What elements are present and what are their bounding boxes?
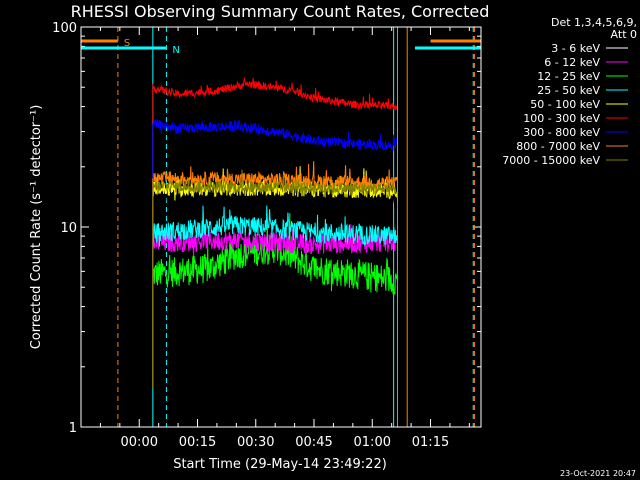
legend-label: 800 - 7000 keV [516, 140, 600, 153]
series-line [152, 77, 398, 111]
interval-label: S [124, 38, 130, 49]
x-tick-label: 01:15 [412, 435, 449, 450]
legend-label: 300 - 800 keV [523, 126, 600, 139]
series-line [152, 224, 398, 257]
series-line [152, 213, 398, 296]
series-line [152, 119, 398, 152]
y-tick-label: 100 [52, 21, 77, 36]
plot-area: 1 10 100 00:00 00:15 00:30 00:45 01:00 01:15 S N [52, 21, 481, 450]
x-axis-label: Start Time (29-May-14 23:49:22) [173, 457, 387, 472]
legend-label: 100 - 300 keV [523, 112, 600, 125]
legend-label: 6 - 12 keV [544, 56, 600, 69]
legend-label: 7000 - 15000 keV [502, 154, 600, 167]
legend-label: 50 - 100 keV [530, 98, 600, 111]
x-tick-label: 00:30 [237, 435, 274, 450]
y-tick-label: 10 [60, 221, 77, 236]
legend-header-line-2: Att 0 [611, 28, 637, 41]
series-line [152, 169, 398, 198]
y-tick-label: 1 [69, 421, 77, 436]
footer-timestamp: 23-Oct-2021 20:47 [560, 469, 636, 478]
chart-title: RHESSI Observing Summary Count Rates, Co… [71, 2, 490, 21]
plot-frame [80, 26, 482, 428]
x-tick-label: 00:45 [295, 435, 332, 450]
legend-label: 25 - 50 keV [537, 84, 600, 97]
x-tick-label: 01:00 [354, 435, 391, 450]
x-tick-label: 00:00 [121, 435, 158, 450]
interval-label: N [172, 45, 179, 56]
x-tick-label: 00:15 [179, 435, 216, 450]
legend-label: 12 - 25 keV [537, 70, 600, 83]
y-axis-label: Corrected Count Rate (s⁻¹ detector⁻¹) [29, 105, 44, 350]
series-line [152, 205, 398, 247]
legend-header-line-1: Det 1,3,4,5,6,9, [551, 16, 637, 29]
legend-label: 3 - 6 keV [551, 42, 600, 55]
